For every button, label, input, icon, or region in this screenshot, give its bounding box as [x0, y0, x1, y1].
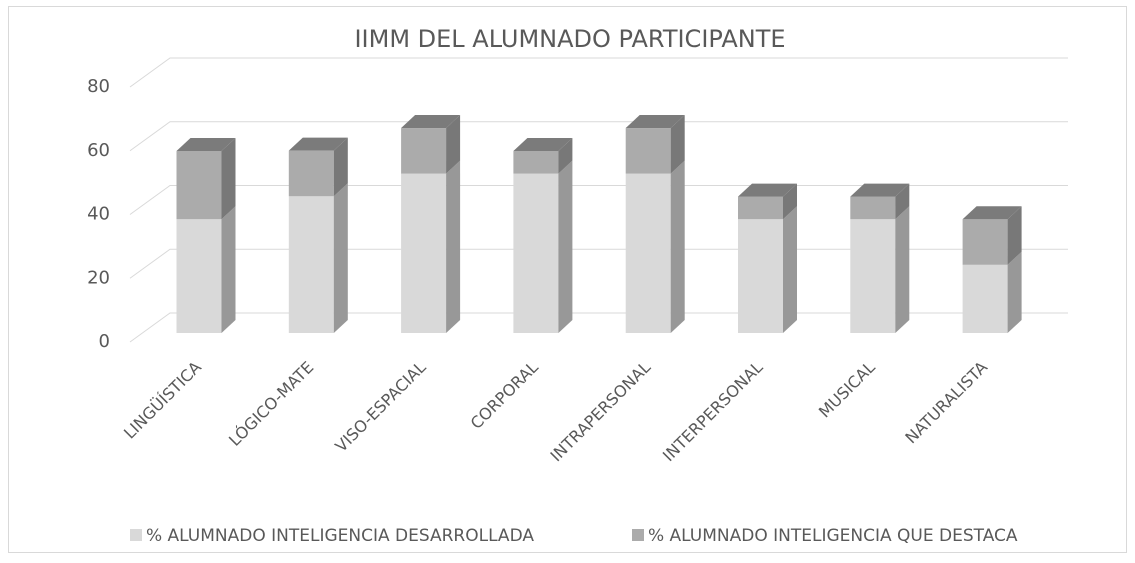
- bar-front: [176, 150, 222, 220]
- bar-front: [625, 128, 671, 174]
- bar: [288, 137, 348, 197]
- bar-top: [513, 137, 573, 151]
- bar-side: [895, 206, 910, 333]
- bar-side: [1007, 206, 1022, 265]
- legend-swatch: [130, 529, 142, 541]
- bar-front: [401, 128, 447, 174]
- bar: [625, 115, 685, 174]
- bar-side: [221, 206, 236, 333]
- grid-line: [129, 57, 1068, 88]
- bar-front: [962, 219, 1008, 265]
- bar: [738, 206, 797, 333]
- bar: [401, 160, 461, 333]
- bar-side: [333, 183, 348, 333]
- legend-label: % ALUMNADO INTELIGENCIA QUE DESTACA: [648, 526, 1018, 546]
- bar-side: [895, 183, 910, 220]
- bar-top: [176, 137, 236, 151]
- bar-front: [962, 264, 1008, 333]
- bar-side: [221, 137, 236, 220]
- bar: [962, 206, 1022, 265]
- bar-front: [850, 219, 896, 333]
- bar: [850, 206, 910, 333]
- y-tick-label: 0: [99, 331, 110, 352]
- bar: [513, 137, 573, 174]
- bar-front: [288, 196, 334, 333]
- bar: [738, 183, 797, 220]
- bar-top: [738, 183, 797, 197]
- legend-label: % ALUMNADO INTELIGENCIA DESARROLLADA: [146, 526, 534, 546]
- bar: [401, 115, 461, 174]
- y-tick-label: 40: [87, 204, 110, 225]
- bar-side: [670, 160, 685, 333]
- bar-side: [558, 160, 573, 333]
- bar-front: [738, 196, 783, 220]
- bar-side: [558, 137, 573, 174]
- bar-front: [513, 150, 559, 174]
- bar: [176, 137, 236, 220]
- bar-side: [783, 206, 797, 333]
- bar-top: [288, 137, 348, 151]
- legend-swatch: [632, 529, 644, 541]
- bar-top: [850, 183, 910, 197]
- bar-front: [738, 219, 783, 333]
- bar-front: [625, 173, 671, 333]
- bar-top: [962, 206, 1022, 220]
- bar-side: [783, 183, 797, 220]
- y-tick-label: 20: [87, 267, 110, 288]
- bar: [962, 251, 1022, 333]
- bar: [513, 160, 573, 333]
- bar-side: [446, 160, 461, 333]
- bar-front: [176, 219, 222, 333]
- bar-side: [1007, 251, 1022, 333]
- y-tick-label: 60: [87, 140, 110, 161]
- bar-side: [333, 137, 348, 197]
- bar: [625, 160, 685, 333]
- bar-front: [288, 150, 334, 197]
- bar-front: [401, 173, 447, 333]
- bar: [850, 183, 910, 220]
- bar-front: [850, 196, 896, 220]
- bar-top: [625, 115, 685, 129]
- grid-line: [129, 121, 1068, 152]
- bar: [288, 183, 348, 333]
- bar-front: [513, 173, 559, 333]
- bar-side: [670, 115, 685, 174]
- chart-title: IIMM DEL ALUMNADO PARTICIPANTE: [354, 25, 785, 53]
- bar: [176, 206, 236, 333]
- y-tick-label: 80: [87, 76, 110, 97]
- bar-side: [446, 115, 461, 174]
- bar-top: [401, 115, 461, 129]
